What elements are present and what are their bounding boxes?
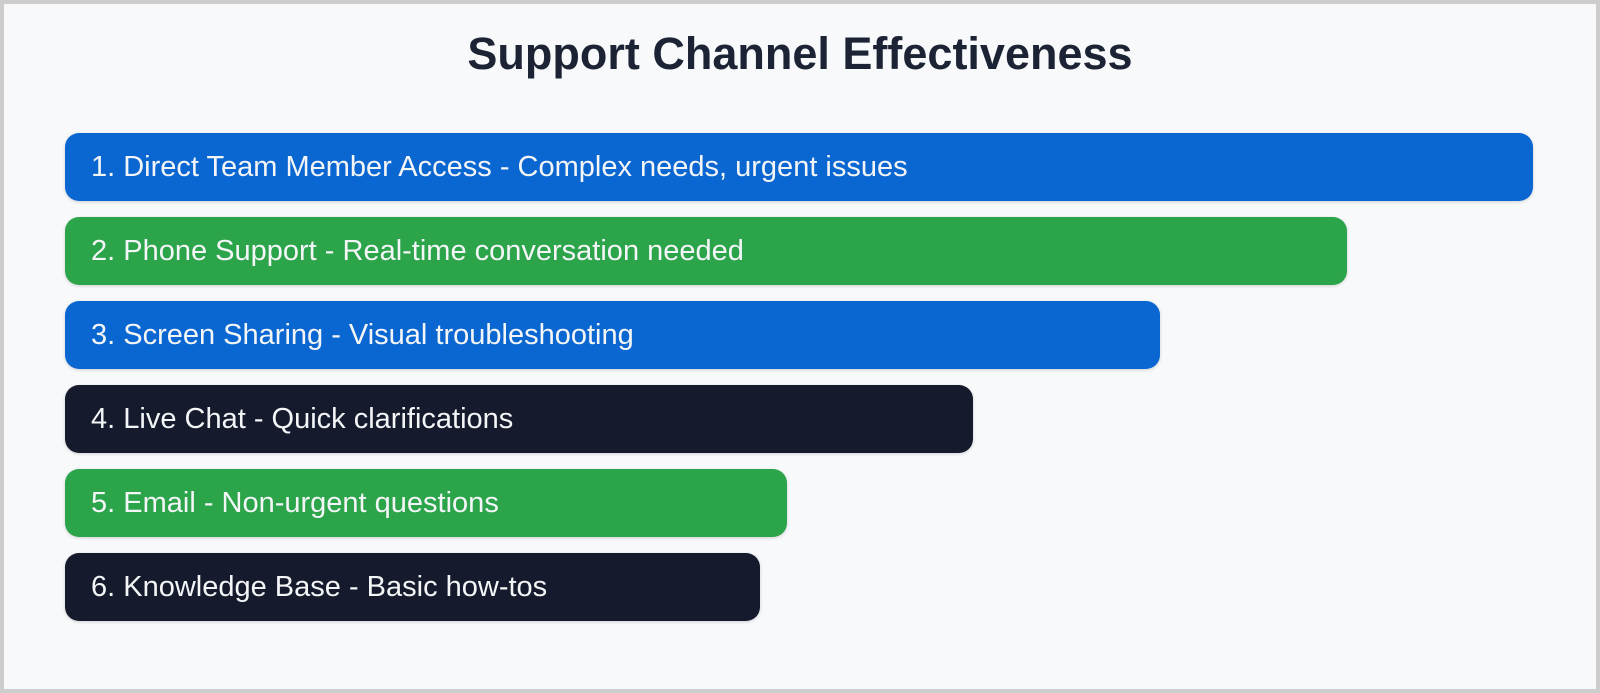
bar-list: 1. Direct Team Member Access - Complex n…: [65, 133, 1533, 621]
chart-title: Support Channel Effectiveness: [467, 28, 1133, 79]
bar-label: 2. Phone Support - Real-time conversatio…: [91, 234, 744, 267]
bar-label: 5. Email - Non-urgent questions: [91, 486, 499, 519]
funnel-bar: 3. Screen Sharing - Visual troubleshooti…: [65, 301, 1160, 369]
funnel-bar: 6. Knowledge Base - Basic how-tos: [65, 553, 760, 621]
funnel-bar: 2. Phone Support - Real-time conversatio…: [65, 217, 1347, 285]
funnel-bar: 4. Live Chat - Quick clarifications: [65, 385, 973, 453]
bar-label: 1. Direct Team Member Access - Complex n…: [91, 150, 908, 183]
bar-label: 4. Live Chat - Quick clarifications: [91, 402, 514, 435]
bar-label: 6. Knowledge Base - Basic how-tos: [91, 570, 548, 603]
funnel-bar: 1. Direct Team Member Access - Complex n…: [65, 133, 1533, 201]
funnel-bar: 5. Email - Non-urgent questions: [65, 469, 787, 537]
bar-label: 3. Screen Sharing - Visual troubleshooti…: [91, 318, 634, 351]
